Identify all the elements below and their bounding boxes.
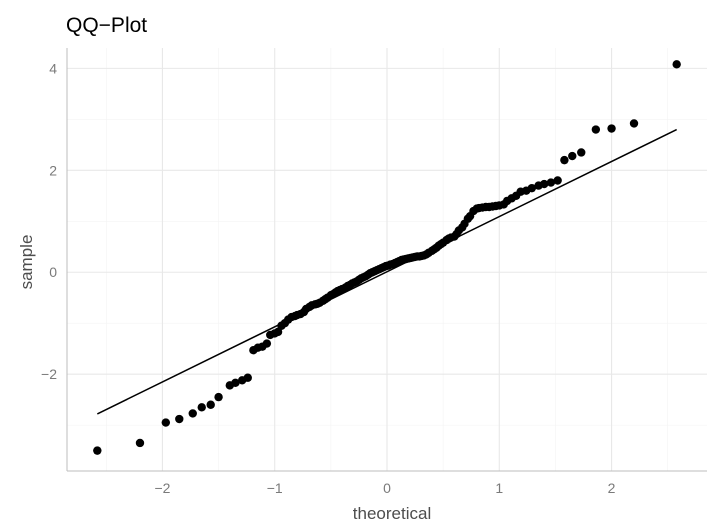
y-tick-label: 0 — [49, 264, 57, 280]
data-point — [527, 183, 537, 193]
y-tick-label: 2 — [49, 162, 57, 178]
data-point — [568, 151, 577, 161]
grid-lines — [67, 48, 707, 471]
x-tick-labels: −2 −1 0 1 2 — [154, 480, 615, 496]
chart-title: QQ−Plot — [66, 14, 147, 37]
x-tick-label: −2 — [154, 480, 170, 496]
data-point — [161, 418, 171, 427]
data-point — [206, 400, 215, 409]
data-point — [231, 378, 240, 388]
data-point — [197, 403, 206, 412]
y-tick-label: 4 — [49, 60, 57, 76]
y-tick-labels: −2 0 2 4 — [41, 60, 57, 382]
data-point — [175, 414, 184, 424]
x-axis-title: theoretical — [353, 504, 431, 523]
data-point — [560, 155, 569, 165]
data-point — [607, 124, 616, 133]
data-point — [135, 438, 145, 448]
y-tick-label: −2 — [41, 366, 57, 382]
data-point — [262, 339, 272, 348]
x-tick-label: 1 — [495, 480, 503, 496]
y-axis-title: sample — [17, 235, 36, 290]
data-point — [273, 327, 283, 337]
data-point — [188, 409, 197, 418]
data-point — [672, 60, 681, 69]
reference-line — [96, 128, 678, 415]
data-point — [553, 176, 562, 185]
data-point — [214, 392, 223, 402]
x-tick-label: 0 — [383, 480, 391, 496]
data-point — [243, 373, 252, 382]
data-point — [93, 446, 102, 455]
x-tick-label: −1 — [267, 480, 283, 496]
data-points — [93, 60, 681, 455]
data-point — [591, 125, 601, 134]
data-point — [546, 178, 556, 187]
data-point — [539, 179, 549, 189]
x-tick-label: 2 — [608, 480, 616, 496]
data-point — [577, 148, 586, 157]
data-point — [629, 119, 639, 128]
